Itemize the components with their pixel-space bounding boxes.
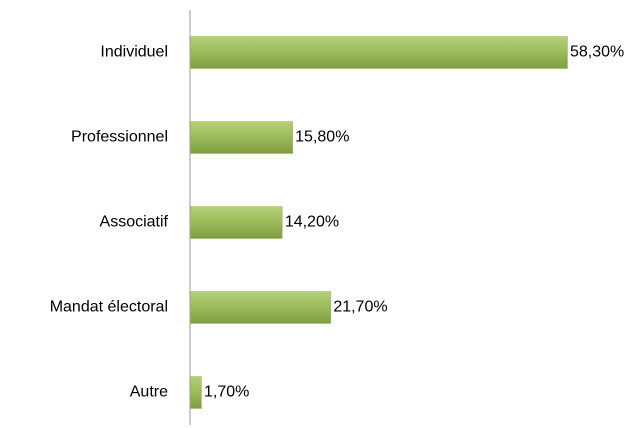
bar [190, 121, 293, 154]
category-label: Professionnel [71, 129, 168, 146]
bar [190, 36, 568, 69]
bar [190, 206, 283, 239]
value-label: 1,70% [204, 384, 249, 401]
value-label: 21,70% [333, 299, 387, 316]
value-label: 58,30% [570, 44, 624, 61]
bar [190, 291, 332, 324]
category-label: Autre [130, 384, 168, 401]
value-label: 14,20% [285, 214, 339, 231]
category-label: Mandat électoral [50, 299, 168, 316]
category-label: Individuel [100, 44, 168, 61]
category-label: Associatif [100, 214, 169, 231]
value-label: 15,80% [295, 129, 349, 146]
bar [190, 376, 202, 409]
